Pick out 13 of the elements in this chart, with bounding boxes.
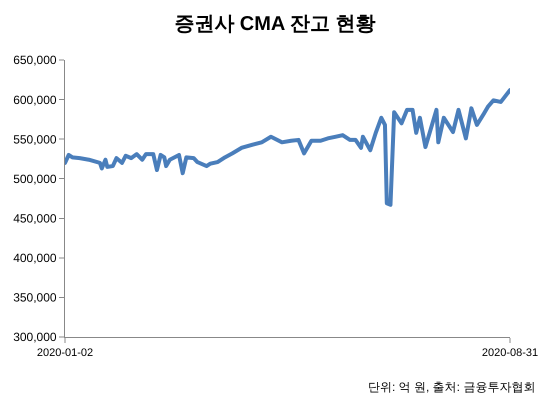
y-tick-label: 600,000 [13,92,57,107]
y-tick-label: 650,000 [13,53,57,68]
y-tick-label: 350,000 [13,290,57,305]
text: 단위: 억 원, 출처: 금융투자협회 [368,380,536,394]
y-tick-label: 300,000 [13,330,57,344]
y-tick-label: 500,000 [13,172,57,186]
x-tick-label: 2020-08-31 [482,347,538,360]
chart-title: 증권사 CMA 잔고 현황 [174,12,376,35]
y-tick-label: 550,000 [13,132,57,146]
y-tick-label: 450,000 [13,211,57,226]
line-series [65,88,510,207]
x-tick-label: 2020-01-02 [36,347,94,360]
y-tick-label: 400,000 [13,251,57,266]
